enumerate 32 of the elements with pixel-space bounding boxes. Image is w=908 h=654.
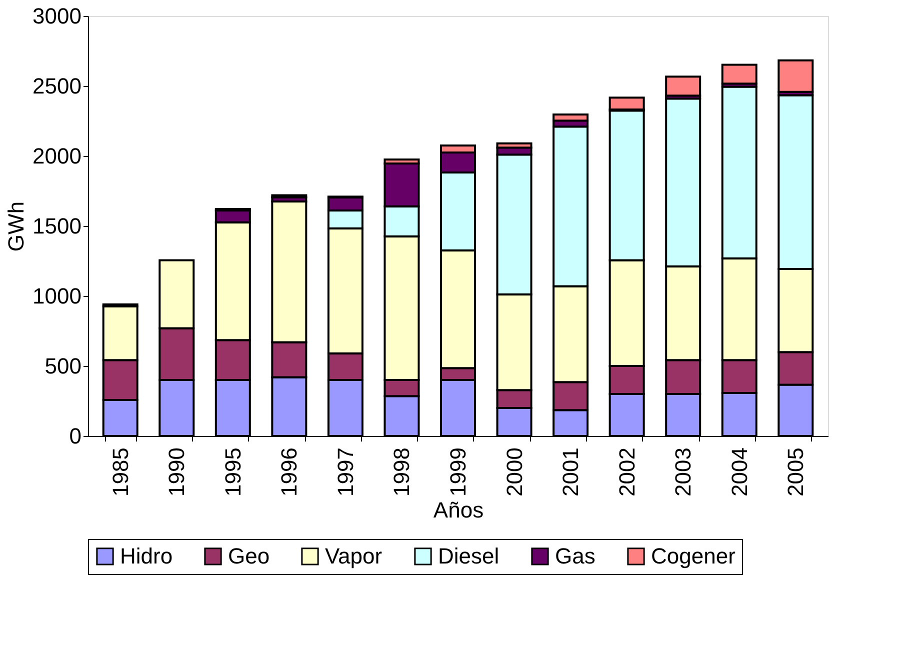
y-tick-label: 1500 <box>32 214 82 238</box>
x-tick-label: 1998 <box>389 448 414 496</box>
y-tick-label: 500 <box>44 354 82 378</box>
legend-label: Gas <box>555 543 596 568</box>
x-tick-label: 2004 <box>726 448 752 496</box>
bar <box>778 59 814 93</box>
bar <box>271 194 308 198</box>
x-axis-title: Años <box>433 497 484 522</box>
legend-label: Geo <box>228 543 270 568</box>
x-tick-label: 2001 <box>558 448 584 496</box>
x-tick-label: 2005 <box>783 448 808 496</box>
x-tick-label: 2002 <box>614 448 640 496</box>
legend-label: Cogener <box>651 543 736 568</box>
y-tick-label: 1000 <box>32 284 82 308</box>
y-tick-label: 3000 <box>32 4 82 28</box>
y-axis-title: GWh <box>4 201 29 252</box>
x-tick-label: 2003 <box>670 448 696 496</box>
legend-label: Diesel <box>438 543 500 568</box>
legend-label: Hidro <box>120 543 173 568</box>
y-tick-label: 2500 <box>32 74 82 98</box>
legend-label: Vapor <box>325 543 382 568</box>
x-tick-label: 1995 <box>220 448 246 496</box>
y-tick-label: 2000 <box>32 144 82 168</box>
x-tick-label: 1985 <box>108 448 133 496</box>
x-tick-label: 1996 <box>276 448 302 496</box>
x-tick-label: 1990 <box>164 448 190 496</box>
bar <box>665 76 702 97</box>
x-tick-label: 1997 <box>332 448 358 496</box>
x-tick-label: 2000 <box>502 448 527 496</box>
y-tick-label: 0 <box>69 424 82 448</box>
x-tick-label: 1999 <box>446 448 470 496</box>
bar <box>721 64 758 85</box>
